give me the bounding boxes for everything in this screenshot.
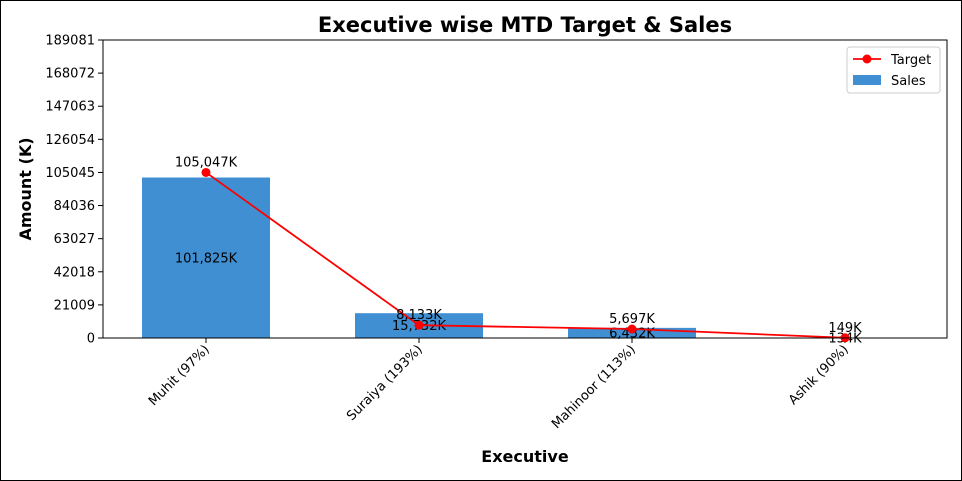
category-label: Ashik (90%) [786,342,852,408]
y-tick-label: 147063 [45,100,95,115]
target-data-label: 5,697K [609,312,655,327]
target-line [205,171,846,339]
y-tick-label: 84036 [54,199,95,214]
y-axis-label: Amount (K) [16,137,35,240]
legend-sales-label: Sales [891,74,926,89]
target-data-label: 105,047K [175,155,238,170]
y-tick-label: 168072 [45,67,95,82]
y-tick-label: 189081 [45,34,95,49]
legend-target-marker-icon [862,54,872,64]
plot-area [102,39,948,339]
legend-target-label: Target [890,53,931,68]
y-tick-label: 105045 [45,166,95,181]
y-tick-label: 0 [87,332,95,347]
category-label: Suraiya (193%) [344,342,426,424]
category-label: Muhit (97%) [146,342,213,409]
sales-bar [142,177,270,338]
target-point [201,167,211,177]
legend: Target Sales [846,46,941,94]
sales-data-label: 101,825K [175,251,238,266]
target-point [414,320,424,330]
target-data-label: 149K [828,321,862,336]
y-tick-label: 126054 [45,133,95,148]
y-tick-label: 63027 [54,232,95,247]
target-data-label: 8,133K [396,308,442,323]
legend-sales-swatch-icon [853,75,881,85]
y-tick-label: 42018 [54,265,95,280]
category-label: Mahinoor (113%) [549,342,639,432]
target-point [627,324,637,334]
y-tick-label: 21009 [54,298,95,313]
plot-layer: 0 21009 42018 63027 84036 105045 126054 147063 1… [45,34,909,432]
chart-title: Executive wise MTD Target & Sales [318,13,732,37]
x-axis-label: Executive [481,447,569,466]
